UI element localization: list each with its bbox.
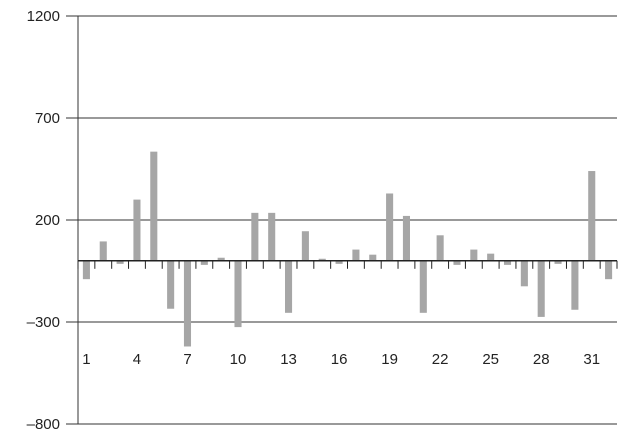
bar <box>453 260 461 265</box>
bar <box>318 258 326 261</box>
y-tick-label: –300 <box>27 314 60 331</box>
x-tick-label: 4 <box>133 351 141 368</box>
x-tick-label: 28 <box>533 351 550 368</box>
bar <box>99 241 107 261</box>
x-tick-label: 31 <box>583 351 600 368</box>
gridlines <box>66 15 617 425</box>
x-tick-label: 7 <box>183 351 191 368</box>
y-axis-tick-labels: 1200 700 200 –300 –800 <box>27 8 60 433</box>
y-tick-label: 200 <box>35 212 60 229</box>
bar <box>167 260 175 309</box>
bar <box>487 253 495 261</box>
bar <box>537 260 545 317</box>
x-tick-label: 16 <box>331 351 348 368</box>
bar <box>116 260 124 264</box>
bar <box>605 260 613 280</box>
x-tick-label: 19 <box>381 351 398 368</box>
bars <box>82 151 613 347</box>
x-tick-label: 13 <box>280 351 297 368</box>
bar <box>234 260 242 328</box>
bar <box>402 215 410 261</box>
bar <box>503 260 512 265</box>
bar <box>335 260 343 264</box>
bar <box>369 254 377 261</box>
bar <box>436 235 444 261</box>
bar <box>301 231 309 261</box>
x-axis-tick-marks <box>77 260 618 269</box>
bar <box>470 249 478 261</box>
bar <box>200 260 208 265</box>
bar <box>352 249 360 261</box>
y-tick-label: 1200 <box>27 8 60 25</box>
bar <box>520 260 528 287</box>
y-tick-label: –800 <box>27 416 60 433</box>
x-tick-label: 22 <box>432 351 449 368</box>
x-tick-label: 1 <box>82 351 90 368</box>
bar <box>554 260 562 264</box>
bar <box>217 257 225 261</box>
x-tick-label: 10 <box>230 351 247 368</box>
bar <box>82 260 90 280</box>
x-axis-tick-labels: 1 4 7 10 13 16 19 22 25 28 31 <box>82 351 600 368</box>
bar <box>588 171 596 261</box>
x-tick-label: 25 <box>482 351 499 368</box>
bar <box>150 151 158 261</box>
bar <box>183 260 192 347</box>
y-tick-label: 700 <box>35 110 60 127</box>
bar <box>285 260 293 313</box>
bar <box>251 212 259 261</box>
bar <box>268 212 276 261</box>
bar <box>386 193 394 261</box>
bar <box>133 199 141 261</box>
bar <box>571 260 579 310</box>
bar <box>419 260 427 313</box>
